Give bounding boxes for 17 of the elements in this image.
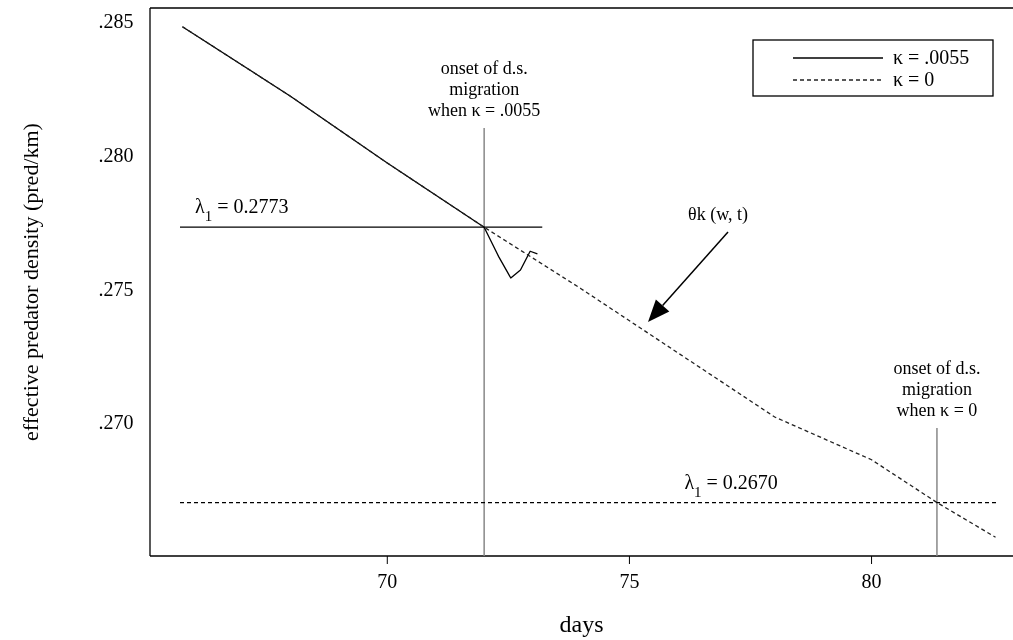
annotation: when κ = 0	[896, 400, 978, 420]
y-tick-label: .285	[98, 10, 134, 33]
ref-line-label: λ$_{1}$ = 0.2773	[195, 195, 289, 225]
x-tick-label: 70	[377, 570, 398, 592]
legend-label: κ = 0	[893, 68, 935, 90]
y-axis-title: effective predator density (pred/km)	[18, 123, 43, 441]
line-series	[181, 26, 997, 538]
x-tick-label: 80	[861, 570, 882, 592]
y-tick-label: .275	[98, 277, 134, 300]
ref-line-label: λ$_{1}$ = 0.2670	[684, 470, 778, 500]
x-tick-label: 75	[619, 570, 640, 592]
legend-label: κ = .0055	[893, 46, 970, 68]
y-tick-label: .270	[98, 411, 134, 434]
ref-line-label: onset of d.s. migration when κ = .0055	[428, 58, 541, 120]
x-axis-title: days	[559, 611, 604, 637]
y-tick-label: .280	[98, 144, 134, 167]
annotation: θk (w, t)	[688, 204, 748, 225]
